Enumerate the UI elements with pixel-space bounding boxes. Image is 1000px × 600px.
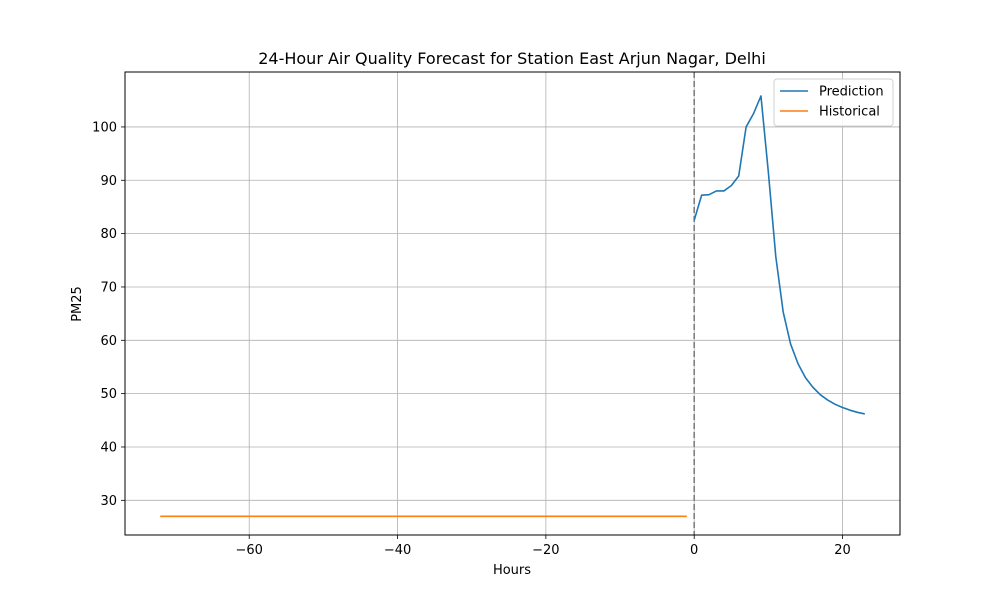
y-tick-label: 100 [92,120,117,135]
series-line-prediction [693,95,865,415]
grid [125,72,900,535]
y-tick-label: 60 [100,334,117,349]
axis-ticks: −60 −40 −20 0 20 30 40 50 60 70 80 90 100 [92,120,851,558]
x-tick-label: −40 [384,543,411,558]
legend-label: Prediction [819,85,884,100]
x-tick-label: 0 [690,543,698,558]
y-tick-label: 80 [100,227,117,242]
y-tick-label: 90 [100,174,117,189]
legend: Prediction Historical [773,78,894,127]
y-tick-label: 30 [100,494,117,509]
x-tick-label: −60 [236,543,263,558]
y-tick-label: 40 [100,440,117,455]
x-tick-label: −20 [532,543,559,558]
y-tick-label: 50 [100,387,117,402]
x-tick-label: 20 [834,543,851,558]
plot-area-frame [124,71,901,536]
y-tick-label: 70 [100,280,117,295]
legend-label: Historical [819,105,880,120]
chart-title: 24-Hour Air Quality Forecast for Station… [258,49,766,68]
series-lines [160,95,865,518]
y-axis-label: PM25 [70,286,85,322]
x-axis-label: Hours [493,563,531,578]
